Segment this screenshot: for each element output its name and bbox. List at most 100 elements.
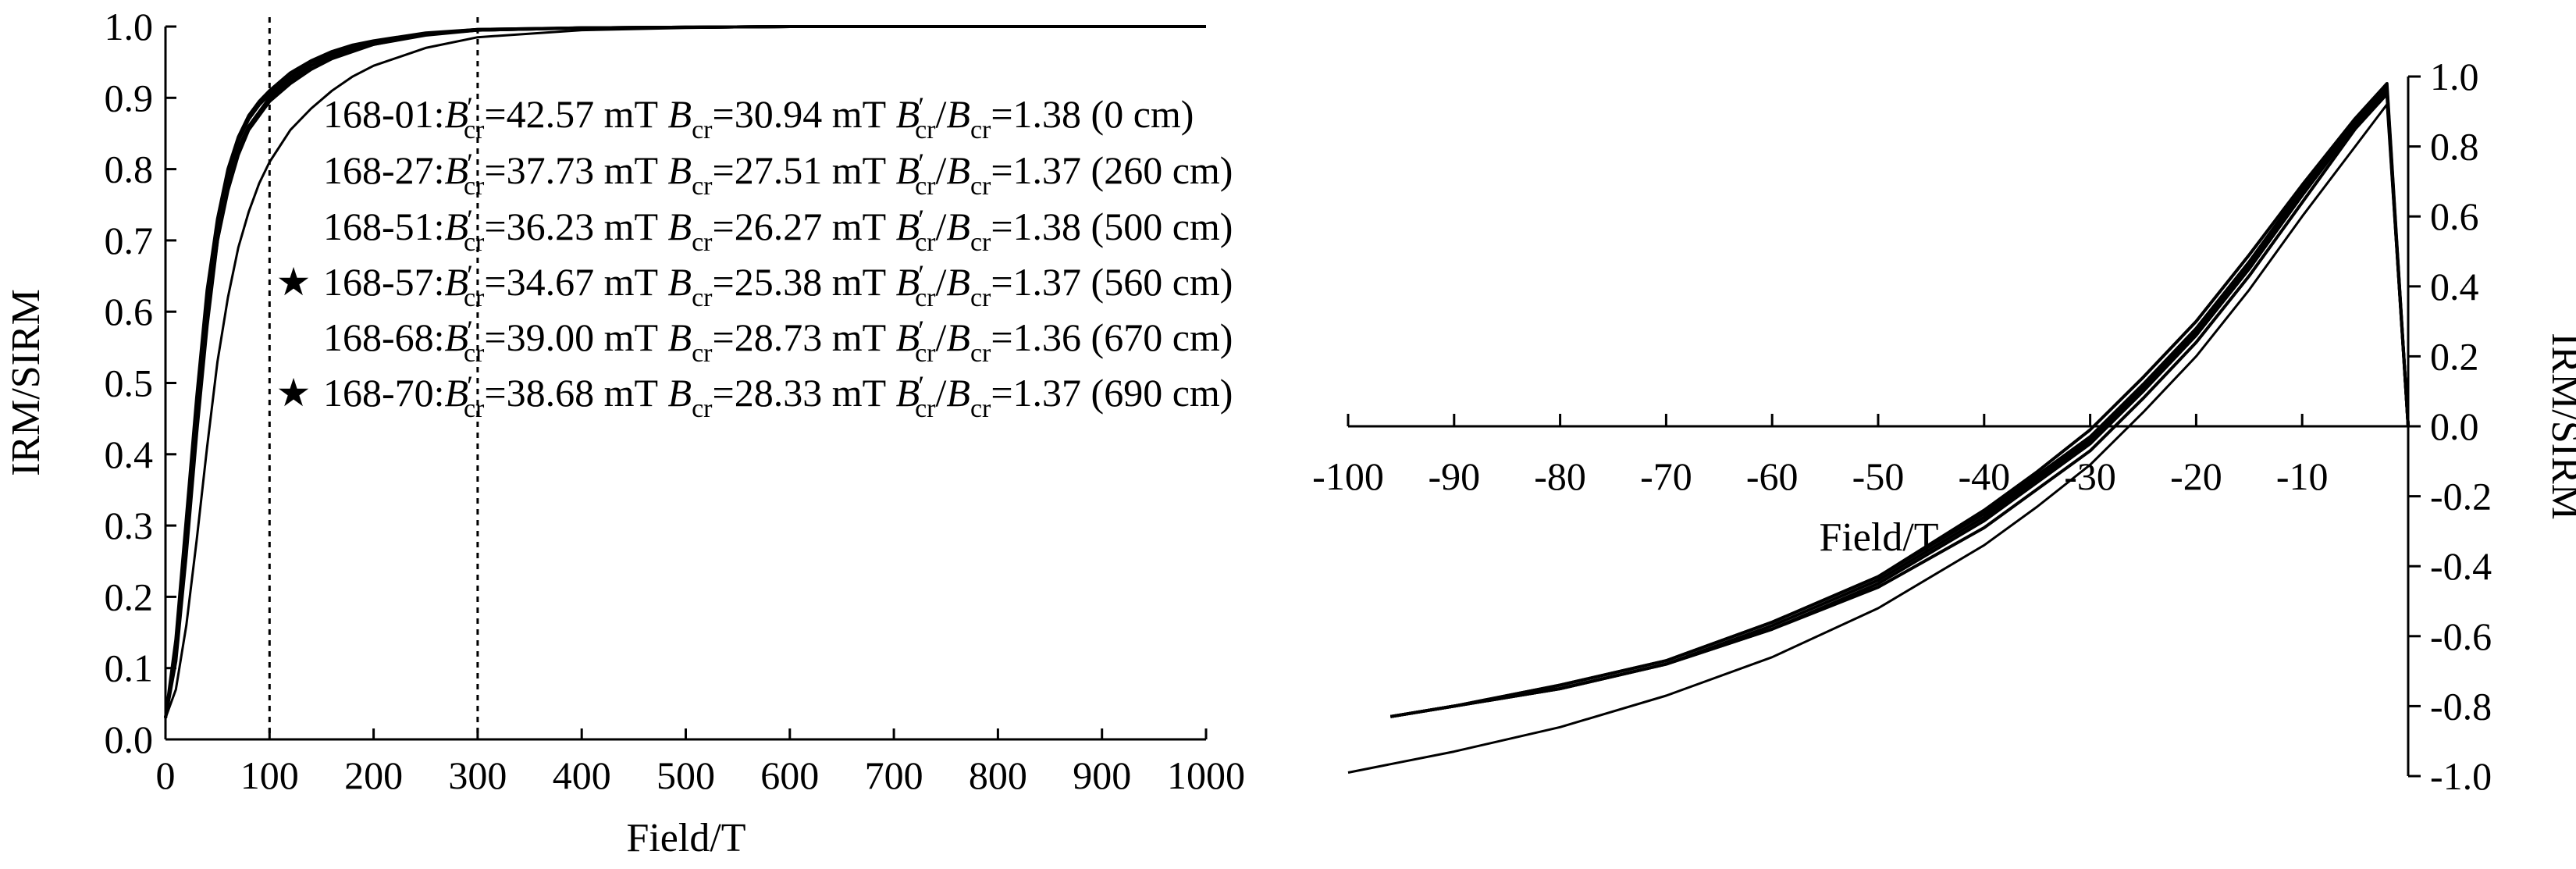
- sample-id: 168-27:: [323, 148, 445, 192]
- x-axis-label: Field/T: [626, 816, 745, 860]
- symbol: cr: [915, 228, 936, 257]
- y-tick-label: 0.4: [2430, 265, 2479, 308]
- series-group: [164, 25, 1206, 719]
- annotation-block: 168-01:B′ cr=42.57 mT Bcr=30.94 mT B′ cr/B…: [276, 91, 1233, 423]
- x-tick-label: 300: [448, 753, 507, 797]
- symbol: cr: [464, 228, 485, 257]
- reference-lines: [268, 17, 479, 739]
- symbol: cr: [970, 394, 991, 423]
- symbol: ′: [467, 370, 473, 401]
- backfield-demagnetization-chart: -100 -90 -80 -70 -60 -50 -40 -30 -20 -10 -1.0 -0.8…: [1312, 55, 2576, 798]
- y-tick-label: 0.8: [105, 148, 154, 191]
- ratio-value: =1.36 (670 cm): [991, 315, 1233, 359]
- bcr-prime-value: =34.67 mT: [484, 260, 658, 304]
- x-ticks: 0 100 200 300 400 500 600 700 800 900 1000: [156, 728, 1245, 797]
- symbol: /: [935, 205, 946, 248]
- symbol: cr: [464, 283, 485, 312]
- y-tick-label: 0.4: [105, 433, 154, 476]
- sample-id: 168-68:: [323, 315, 445, 359]
- x-tick-label: 100: [240, 753, 299, 797]
- annotation-text: 168-51:B′ cr=36.23 mT Bcr=26.27 mT B′ cr/B…: [323, 204, 1233, 257]
- symbol: B: [445, 92, 469, 136]
- symbol: B: [886, 371, 920, 415]
- y-tick-label: 1.0: [105, 5, 154, 48]
- symbol: cr: [915, 339, 936, 368]
- x-tick-label: 600: [760, 753, 819, 797]
- symbol: B: [886, 260, 920, 304]
- sample-id: 168-70:: [323, 371, 445, 415]
- symbol: ′: [467, 259, 473, 290]
- y-ticks: -1.0 -0.8 -0.6 -0.4 -0.2 0.0 0.2 0.4 0.6 0.8 1.0: [2408, 55, 2492, 798]
- series-line: [1389, 85, 2410, 718]
- symbol: cr: [915, 172, 936, 201]
- symbol: /: [935, 371, 946, 415]
- symbol: /: [935, 260, 946, 304]
- symbol: ′: [467, 315, 473, 346]
- symbol: /: [935, 315, 946, 359]
- y-tick-label: 0.1: [105, 646, 154, 690]
- symbol: ′: [918, 259, 924, 290]
- y-tick-label: -0.8: [2430, 684, 2492, 728]
- y-tick-label: 0.5: [105, 361, 154, 405]
- symbol: B: [658, 205, 692, 248]
- bcr-prime-value: =39.00 mT: [484, 315, 658, 359]
- bcr-value: =25.38 mT: [713, 260, 887, 304]
- symbol: B: [658, 92, 692, 136]
- symbol: ′: [918, 204, 924, 235]
- symbol: ′: [918, 91, 924, 123]
- x-tick-label: 700: [865, 753, 923, 797]
- symbol: B: [658, 148, 692, 192]
- symbol: B: [946, 148, 970, 192]
- y-tick-label: -1.0: [2430, 754, 2492, 798]
- y-tick-label: 0.6: [105, 290, 154, 333]
- ratio-value: =1.38 (0 cm): [991, 92, 1194, 136]
- y-tick-label: 0.3: [105, 504, 154, 547]
- bcr-value: =26.27 mT: [713, 205, 887, 248]
- symbol: cr: [692, 172, 713, 201]
- x-tick-label: -80: [1534, 454, 1586, 498]
- symbol: ′: [467, 91, 473, 123]
- y-tick-label: -0.2: [2430, 475, 2492, 518]
- bcr-value: =28.33 mT: [713, 371, 887, 415]
- symbol: cr: [915, 283, 936, 312]
- y-axis-label: IRM/SIRM: [4, 289, 48, 476]
- star-marker: ★: [276, 371, 311, 415]
- symbol: cr: [692, 339, 713, 368]
- bcr-value: =30.94 mT: [713, 92, 887, 136]
- y-tick-label: 1.0: [2430, 55, 2479, 98]
- symbol: cr: [970, 116, 991, 144]
- x-ticks: -100 -90 -80 -70 -60 -50 -40 -30 -20 -10: [1312, 414, 2329, 498]
- irm-acquisition-chart: 0 100 200 300 400 500 600 700 800 900 1000 0.00.10…: [4, 5, 1245, 860]
- x-tick-label: 400: [553, 753, 611, 797]
- ratio-value: =1.37 (560 cm): [991, 260, 1233, 304]
- x-tick-label: -30: [2064, 454, 2116, 498]
- x-tick-label: 500: [656, 753, 715, 797]
- x-axis-label: Field/T: [1819, 515, 1938, 560]
- x-tick-label: -40: [1958, 454, 2010, 498]
- bcr-value: =28.73 mT: [713, 315, 887, 359]
- annotation-row: 168-68:B′ cr=39.00 mT Bcr=28.73 mT B′ cr/B…: [323, 315, 1233, 368]
- ratio-value: =1.37 (690 cm): [991, 371, 1233, 415]
- symbol: /: [935, 148, 946, 192]
- sample-id: 168-01:: [323, 92, 445, 136]
- annotation-row: 168-01:B′ cr=42.57 mT Bcr=30.94 mT B′ cr/B…: [323, 91, 1194, 144]
- y-tick-label: 0.7: [105, 219, 154, 262]
- symbol: B: [445, 371, 469, 415]
- annotation-row: ★ 168-70:B′ cr=38.68 mT Bcr=28.33 mT B′ cr/…: [276, 370, 1233, 423]
- series-line: [1347, 103, 2410, 774]
- symbol: cr: [464, 116, 485, 144]
- y-ticks: 0.0 0.1 0.2 0.3 0.4 0.5 0.6 0.7 0.8 0.9 1.0: [105, 5, 176, 761]
- y-tick-label: 0.2: [105, 575, 154, 618]
- y-tick-label: -0.6: [2430, 614, 2492, 658]
- bcr-prime-value: =36.23 mT: [484, 205, 658, 248]
- bcr-prime-value: =42.57 mT: [484, 92, 658, 136]
- symbol: B: [946, 315, 970, 359]
- bcr-prime-value: =38.68 mT: [484, 371, 658, 415]
- x-tick-label: -20: [2170, 454, 2222, 498]
- series-line: [1389, 82, 2410, 718]
- y-axis-label: IRM/SIRM: [2543, 333, 2576, 520]
- star-marker: ★: [276, 260, 311, 304]
- symbol: /: [935, 92, 946, 136]
- symbol: ′: [918, 370, 924, 401]
- annotation-text: 168-01:B′ cr=42.57 mT Bcr=30.94 mT B′ cr/B…: [323, 91, 1194, 144]
